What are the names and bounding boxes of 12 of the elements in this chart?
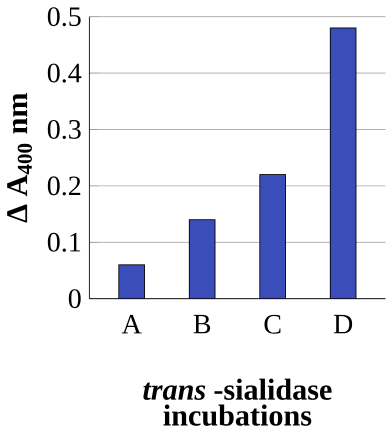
y-tick-label: 0.3 (48, 120, 81, 140)
x-tick-label: D (334, 314, 352, 334)
x-axis-title: trans -sialidase incubations (143, 378, 332, 426)
y-tick-label: 0.4 (48, 64, 82, 83)
y-tick-label: 0.2 (48, 176, 80, 196)
y-tick-label: 0.1 (48, 232, 80, 252)
y-tick-label: 0.5 (48, 7, 81, 26)
y-tick-label: 0 (68, 289, 81, 308)
y-axis-title: Δ A$_{400}$ nm (7, 92, 32, 222)
x-tick-label: C (264, 314, 281, 334)
x-tick-label: A (122, 314, 142, 334)
x-tick-label: B (194, 314, 210, 334)
